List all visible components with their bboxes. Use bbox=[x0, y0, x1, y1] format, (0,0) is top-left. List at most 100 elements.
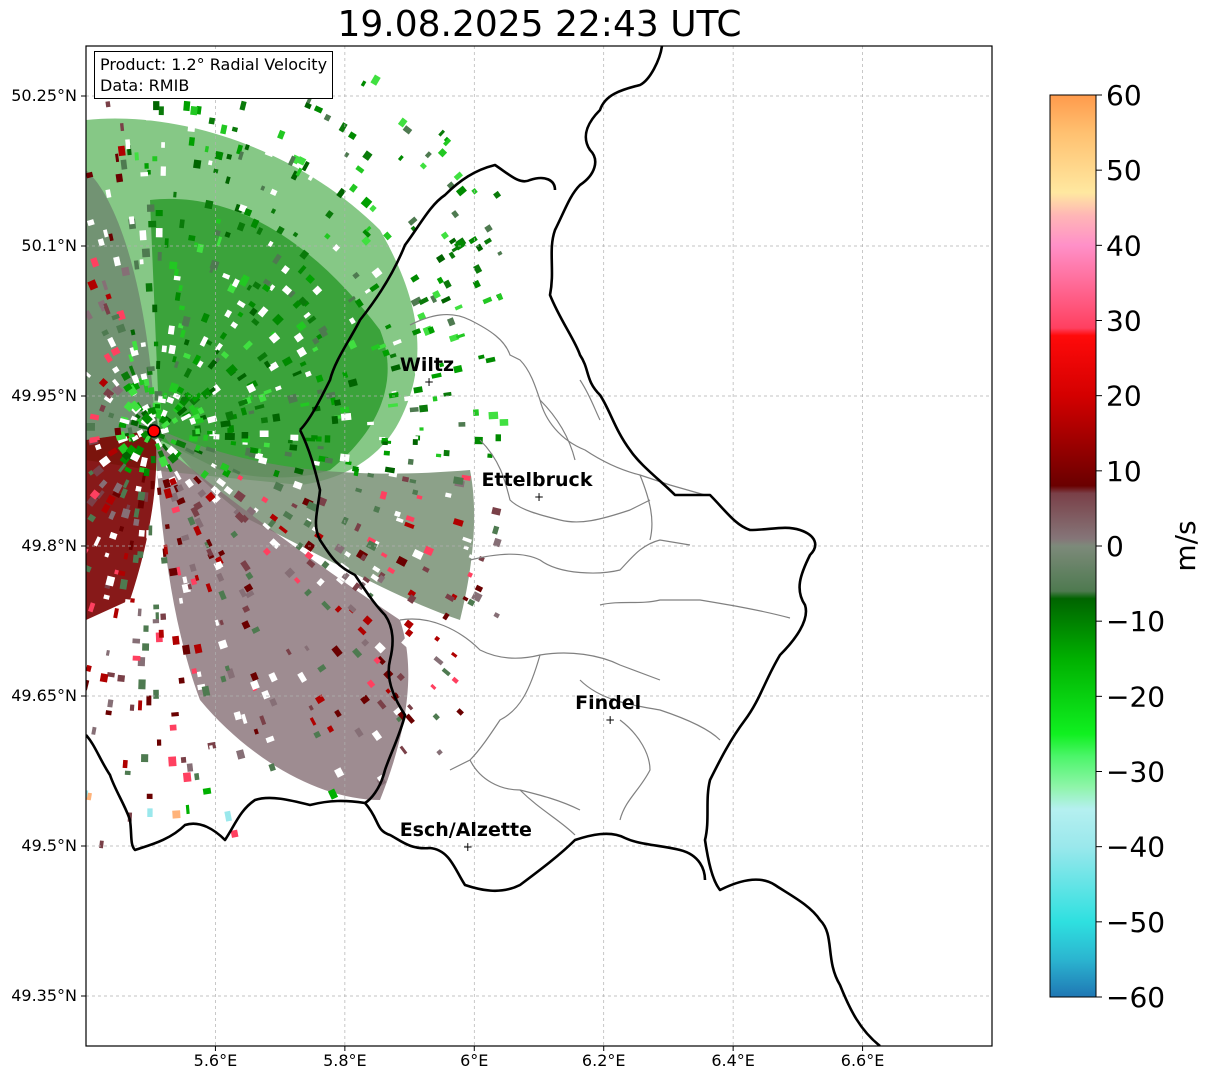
radar-gate bbox=[218, 590, 227, 601]
radar-gate bbox=[281, 356, 293, 367]
radar-gate bbox=[265, 735, 275, 744]
radar-gate bbox=[105, 494, 116, 506]
radar-gate bbox=[318, 325, 328, 335]
radar-gate bbox=[130, 452, 141, 463]
radar-gate bbox=[144, 163, 149, 169]
city-marker: + bbox=[534, 490, 544, 504]
canton-borders bbox=[399, 314, 791, 836]
radar-gate bbox=[448, 251, 456, 260]
radar-gate bbox=[171, 506, 181, 514]
radar-gate bbox=[348, 183, 358, 193]
radar-gate bbox=[333, 399, 342, 407]
radar-gate bbox=[362, 615, 373, 626]
radar-gate bbox=[153, 689, 159, 699]
radar-gate bbox=[109, 531, 118, 540]
radar-gate bbox=[426, 750, 437, 761]
radar-gate bbox=[148, 220, 157, 228]
radar-gate bbox=[200, 469, 209, 479]
radar-gate bbox=[491, 507, 502, 516]
radar-gate bbox=[103, 303, 109, 311]
radar-gate bbox=[153, 604, 160, 610]
radar-gate bbox=[193, 643, 203, 654]
radar-gate bbox=[128, 540, 134, 551]
radar-gate bbox=[161, 345, 167, 353]
radar-gate bbox=[250, 672, 259, 682]
radar-gate bbox=[119, 488, 128, 499]
radar-gate bbox=[444, 492, 452, 498]
radar-gate bbox=[108, 412, 115, 419]
radar-gate bbox=[238, 204, 248, 213]
radar-gate bbox=[152, 619, 160, 624]
radar-gate bbox=[105, 710, 112, 716]
radar-gate bbox=[397, 155, 404, 162]
radar-gate bbox=[287, 393, 298, 404]
radar-gate bbox=[468, 236, 478, 245]
radar-gate bbox=[179, 329, 186, 338]
radar-gate bbox=[253, 728, 259, 735]
radar-gate bbox=[295, 320, 307, 332]
radar-gate bbox=[334, 605, 343, 613]
radar-gate bbox=[390, 364, 401, 372]
radar-gate bbox=[211, 494, 221, 505]
radar-gate bbox=[101, 329, 110, 337]
radar-gate bbox=[197, 406, 205, 415]
radar-gate bbox=[452, 476, 464, 485]
radar-gate bbox=[215, 218, 222, 225]
radar-gate bbox=[343, 151, 350, 158]
radar-gate bbox=[111, 384, 124, 396]
radar-gate bbox=[304, 551, 314, 561]
radar-gate bbox=[277, 129, 286, 140]
radar-gate bbox=[142, 643, 150, 651]
radar-gate bbox=[293, 576, 301, 584]
radar-gate bbox=[269, 698, 278, 707]
radar-gate bbox=[162, 478, 171, 489]
lon-tick-label: 6.2°E bbox=[582, 1051, 626, 1070]
radar-gate bbox=[134, 152, 139, 161]
radar-gate bbox=[90, 257, 100, 268]
radar-gate bbox=[395, 517, 404, 524]
radar-gate bbox=[360, 694, 370, 705]
radar-gate bbox=[268, 332, 281, 344]
radar-gate bbox=[419, 404, 429, 413]
radar-gate bbox=[412, 489, 419, 496]
radar-gate bbox=[319, 329, 329, 338]
lon-tick-label: 6°E bbox=[460, 1051, 488, 1070]
radar-gate bbox=[415, 395, 423, 401]
radar-gate bbox=[193, 159, 202, 169]
radar-gate bbox=[377, 343, 387, 350]
radar-gate bbox=[236, 144, 243, 155]
radar-gate bbox=[103, 352, 113, 363]
radar-gate bbox=[156, 360, 161, 370]
radar-gate bbox=[86, 111, 96, 120]
radar-gate bbox=[160, 166, 166, 176]
radar-gate bbox=[128, 433, 135, 439]
radar-gate bbox=[161, 420, 171, 430]
radar-gate bbox=[187, 583, 193, 590]
radar-gate bbox=[89, 489, 100, 500]
radar-gate bbox=[250, 679, 260, 691]
radar-gate bbox=[359, 553, 367, 562]
radar-gate bbox=[287, 155, 296, 167]
radar-gate bbox=[438, 129, 446, 137]
radar-gate bbox=[331, 415, 339, 425]
radar-gate bbox=[334, 543, 345, 554]
colorbar-tick-label: 20 bbox=[1106, 380, 1142, 413]
radar-gate bbox=[256, 226, 264, 236]
radar-gate bbox=[236, 749, 246, 760]
radar-gate bbox=[208, 386, 216, 394]
radar-gate bbox=[208, 160, 213, 166]
radar-gate bbox=[313, 730, 322, 739]
radar-gate bbox=[113, 256, 121, 267]
radar-gate bbox=[158, 106, 164, 116]
radar-gate bbox=[347, 295, 356, 303]
radar-gate bbox=[304, 645, 310, 652]
radar-gate bbox=[366, 679, 376, 689]
radar-gate bbox=[443, 138, 452, 147]
radar-gate bbox=[440, 231, 449, 240]
radar-gate bbox=[208, 117, 216, 125]
radar-gate bbox=[236, 300, 246, 309]
radar-gate bbox=[436, 254, 446, 264]
city-label: Ettelbruck bbox=[482, 469, 593, 491]
radar-gate bbox=[119, 578, 128, 590]
colorbar-tick-label: −10 bbox=[1106, 605, 1165, 638]
